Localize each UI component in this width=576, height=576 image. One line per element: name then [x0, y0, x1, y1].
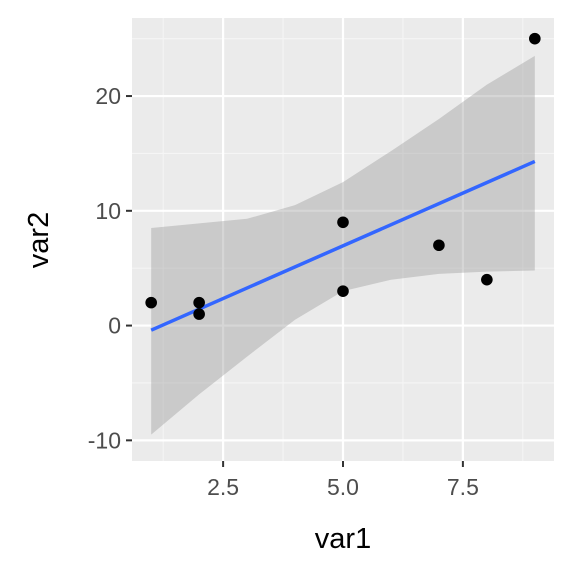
- data-point: [193, 308, 205, 320]
- data-point: [481, 273, 493, 286]
- trend-line-group: [150, 159, 536, 332]
- x-tick-label: 7.5: [447, 474, 479, 500]
- data-point: [193, 296, 205, 309]
- data-points: [145, 32, 541, 320]
- data-point: [337, 285, 349, 297]
- major-gridlines: [132, 18, 554, 461]
- data-point: [529, 32, 541, 45]
- y-tick-label: -10: [88, 427, 121, 453]
- data-point: [145, 296, 157, 309]
- y-tick-label: 0: [108, 313, 121, 339]
- data-point: [337, 216, 349, 229]
- y-axis-title: var2: [23, 212, 55, 268]
- x-axis: 2.5 5.0 7.5: [207, 461, 479, 500]
- y-tick-label: 20: [95, 83, 121, 109]
- y-axis: -10 0 10 20: [88, 83, 132, 453]
- x-tick-label: 2.5: [207, 474, 239, 500]
- data-point: [433, 239, 445, 252]
- y-tick-label: 10: [95, 198, 121, 224]
- trend-line: [150, 159, 536, 332]
- x-axis-title: var1: [315, 523, 371, 555]
- x-tick-label: 5.0: [327, 474, 359, 500]
